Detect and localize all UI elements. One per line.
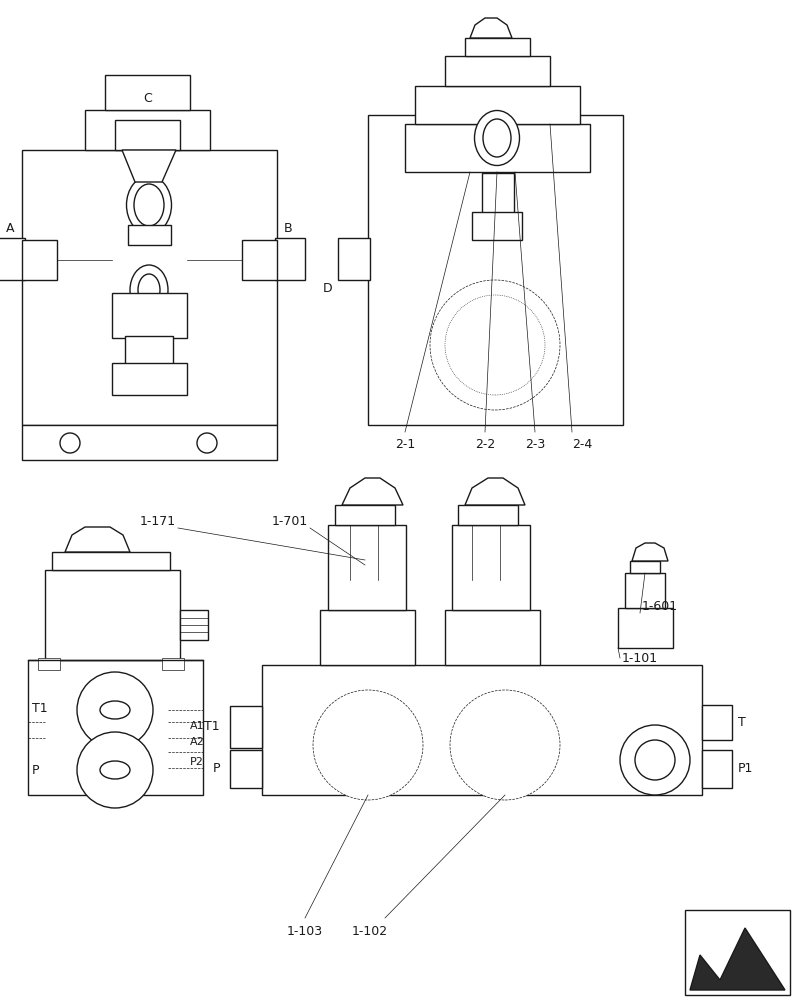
Text: A2: A2 [190, 737, 205, 747]
Ellipse shape [130, 265, 168, 315]
Bar [85, 110, 210, 150]
Text: T1: T1 [32, 702, 47, 714]
Bar [105, 75, 190, 110]
Text: P2: P2 [190, 757, 204, 767]
Bar [624, 573, 664, 608]
Circle shape [619, 725, 689, 795]
Circle shape [60, 433, 80, 453]
Bar [328, 525, 406, 610]
Circle shape [197, 433, 217, 453]
Text: A: A [6, 222, 14, 235]
Bar [262, 665, 701, 795]
Text: 1-701: 1-701 [271, 515, 308, 528]
Polygon shape [464, 478, 524, 505]
Polygon shape [122, 150, 176, 182]
Circle shape [312, 690, 422, 800]
Polygon shape [65, 527, 130, 552]
Text: 1-601: 1-601 [642, 600, 677, 613]
Bar [464, 38, 529, 56]
Bar [444, 610, 540, 665]
Bar [124, 336, 173, 368]
Bar [337, 238, 369, 280]
Text: 2-4: 2-4 [571, 438, 591, 451]
Bar [52, 552, 169, 570]
Polygon shape [631, 543, 667, 561]
Circle shape [430, 280, 560, 410]
Text: C: C [144, 92, 153, 105]
Text: B: B [283, 222, 292, 235]
Polygon shape [341, 478, 402, 505]
Text: 1-103: 1-103 [287, 925, 323, 938]
Text: 2-3: 2-3 [524, 438, 544, 451]
Bar [45, 570, 180, 660]
Text: D: D [322, 282, 332, 295]
Bar [482, 173, 513, 215]
Bar [405, 124, 589, 172]
Bar [230, 706, 262, 748]
Ellipse shape [357, 726, 378, 758]
Bar [22, 425, 277, 460]
Circle shape [325, 700, 410, 784]
Bar [112, 363, 187, 395]
Bar [128, 225, 171, 245]
Ellipse shape [493, 726, 516, 758]
Ellipse shape [126, 176, 171, 234]
Bar [701, 750, 731, 788]
Text: T: T [737, 716, 745, 730]
Circle shape [77, 732, 153, 808]
Bar [275, 238, 304, 280]
Circle shape [444, 295, 544, 395]
Ellipse shape [474, 111, 519, 166]
Bar [115, 120, 180, 150]
Circle shape [450, 690, 560, 800]
Bar [230, 750, 262, 788]
Text: T1: T1 [204, 720, 220, 734]
Text: 1-101: 1-101 [622, 652, 658, 665]
Bar [368, 115, 622, 425]
Text: P: P [32, 764, 39, 776]
Bar [0, 238, 25, 280]
Polygon shape [689, 928, 784, 990]
Circle shape [340, 714, 396, 770]
Bar [180, 610, 208, 640]
Bar [242, 240, 277, 280]
Ellipse shape [100, 761, 130, 779]
Bar [451, 525, 529, 610]
Circle shape [475, 325, 515, 365]
Polygon shape [470, 18, 512, 38]
Text: P1: P1 [737, 762, 752, 776]
Ellipse shape [138, 274, 160, 306]
Text: A1: A1 [190, 721, 205, 731]
Bar [22, 240, 57, 280]
Circle shape [476, 714, 532, 770]
Bar [630, 561, 659, 573]
Text: P: P [212, 762, 220, 776]
Bar [38, 658, 60, 670]
Bar [684, 910, 789, 995]
Bar [701, 705, 731, 740]
Bar [458, 505, 517, 525]
Circle shape [463, 700, 546, 784]
Text: 1-171: 1-171 [140, 515, 176, 528]
Text: 2-2: 2-2 [475, 438, 495, 451]
Text: 2-1: 2-1 [394, 438, 414, 451]
Bar [28, 660, 202, 795]
Ellipse shape [483, 119, 511, 157]
Bar [444, 56, 549, 86]
Text: 1-102: 1-102 [352, 925, 388, 938]
Bar [112, 293, 187, 338]
Bar [335, 505, 394, 525]
Bar [471, 212, 521, 240]
Bar [22, 150, 277, 425]
Ellipse shape [134, 184, 164, 226]
Bar [320, 610, 414, 665]
Bar [414, 86, 579, 124]
Bar [161, 658, 184, 670]
Ellipse shape [100, 701, 130, 719]
Circle shape [77, 672, 153, 748]
Circle shape [634, 740, 675, 780]
Bar [618, 608, 672, 648]
